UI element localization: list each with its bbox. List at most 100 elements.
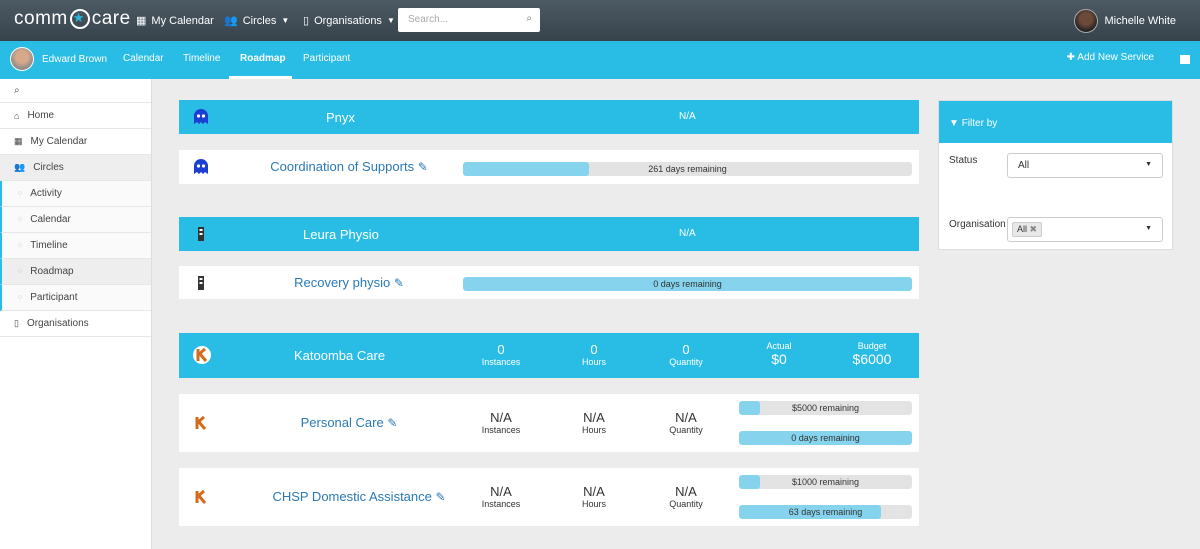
stat-label: Actual: [766, 341, 792, 351]
stat-value: N/A: [583, 484, 605, 499]
service-row-chsp-domestic: CHSP Domestic Assistance ✎ N/A Instances…: [179, 468, 919, 526]
top-navbar: comm care ▦ My Calendar 👥 Circles ▼ ▯ Or…: [0, 0, 1200, 41]
service-name-link[interactable]: Personal Care ✎: [239, 415, 459, 430]
service-name-link[interactable]: CHSP Domestic Assistance ✎: [239, 489, 479, 504]
sidebar-item-roadmap[interactable]: ○ Roadmap: [0, 259, 151, 285]
participant-name: Edward Brown: [42, 53, 108, 65]
status-value: All: [1018, 160, 1030, 171]
edit-icon[interactable]: ✎: [417, 160, 428, 174]
progress-fill: [739, 505, 881, 519]
tab-calendar[interactable]: Calendar: [123, 53, 164, 64]
stat-label: Instances: [481, 357, 521, 367]
sidebar-search[interactable]: ⌕: [0, 79, 151, 103]
remove-tag-icon[interactable]: ✖: [1029, 224, 1038, 234]
header-stat-hours: 0 Hours: [559, 342, 629, 367]
stat-value: N/A: [490, 484, 512, 499]
sidebar-item-label: Timeline: [30, 240, 68, 251]
status-label: Status: [949, 155, 978, 166]
user-menu[interactable]: Michelle White: [1074, 9, 1176, 33]
filter-panel: ▼ Filter by Status All ▼ Organisation Al…: [938, 100, 1173, 250]
katoomba-care-logo-icon: [195, 489, 207, 504]
bullet-icon: ○: [18, 242, 23, 249]
stat-value: 0: [497, 342, 505, 357]
status-select[interactable]: All ▼: [1007, 153, 1163, 178]
sidebar-item-my-calendar[interactable]: ▦ My Calendar: [0, 129, 151, 155]
edit-icon[interactable]: ✎: [393, 276, 404, 290]
stat-hours: N/A Hours: [559, 410, 629, 435]
filter-title: Filter by: [961, 118, 998, 129]
stat-value: 0: [590, 342, 598, 357]
add-new-service-button[interactable]: ✚ Add New Service: [1067, 52, 1154, 63]
commcare-logo[interactable]: comm care: [14, 8, 131, 30]
progress-label: 63 days remaining: [788, 507, 863, 517]
sidebar-item-label: Participant: [30, 292, 78, 303]
sidebar-item-activity[interactable]: ○ Activity: [0, 181, 151, 207]
sidebar-item-circles[interactable]: 👥 Circles: [0, 155, 151, 181]
progress-label: $5000 remaining: [791, 403, 860, 413]
header-stat-quantity: 0 Quantity: [651, 342, 721, 367]
leura-physio-logo-icon: [198, 276, 204, 290]
service-row-coordination: Coordination of Supports ✎ 261 days rema…: [179, 150, 919, 184]
header-stat-instances: 0 Instances: [466, 342, 536, 367]
stat-label: Hours: [581, 425, 606, 435]
pnyx-logo-icon: [194, 109, 208, 124]
tab-participant[interactable]: Participant: [303, 53, 351, 64]
active-tab-underline: [229, 76, 292, 79]
logo-star-icon: [69, 9, 90, 29]
logo-text-right: care: [91, 8, 131, 29]
org-header-value: N/A: [679, 228, 696, 239]
days-progress-bar: 63 days remaining: [739, 505, 912, 519]
organisation-label: Organisation: [949, 219, 1006, 230]
participant-profile[interactable]: Edward Brown: [10, 47, 107, 71]
user-name: Michelle White: [1104, 15, 1176, 27]
organisation-select[interactable]: All ✖ ▼: [1007, 217, 1163, 242]
stat-label: Budget: [857, 341, 887, 351]
org-name: Pnyx: [326, 110, 355, 125]
tab-timeline[interactable]: Timeline: [183, 53, 221, 64]
header-stat-budget: Budget $6000: [837, 341, 907, 367]
stat-value: 0: [682, 342, 690, 357]
sidebar-item-participant[interactable]: ○ Participant: [0, 285, 151, 311]
building-icon: ▯: [14, 318, 19, 328]
days-progress-bar: 0 days remaining: [463, 277, 912, 291]
sidebar-item-label: Circles: [33, 162, 64, 173]
search-input[interactable]: Search... ⌕: [398, 8, 540, 32]
users-icon: 👥: [224, 15, 238, 27]
sidebar-item-timeline[interactable]: ○ Timeline: [0, 233, 151, 259]
stat-label: Hours: [581, 499, 606, 509]
sidebar: ⌕ ⌂ Home ▦ My Calendar 👥 Circles ○ Activ…: [0, 79, 152, 549]
building-icon: ▯: [303, 15, 310, 27]
pnyx-logo-icon: [194, 159, 208, 174]
service-name-link[interactable]: Coordination of Supports ✎: [239, 159, 459, 174]
progress-label: 0 days remaining: [653, 279, 722, 289]
search-placeholder: Search...: [408, 14, 449, 25]
service-name: Coordination of Supports: [270, 159, 415, 174]
org-header-value: N/A: [679, 111, 696, 122]
stat-value: N/A: [675, 484, 697, 499]
stat-quantity: N/A Quantity: [651, 410, 721, 435]
progress-fill: [463, 277, 912, 291]
collapse-icon[interactable]: [1180, 55, 1190, 64]
edit-icon[interactable]: ✎: [435, 490, 446, 504]
days-progress-bar: 261 days remaining: [463, 162, 912, 176]
nav-organisations[interactable]: ▯ Organisations ▼: [303, 14, 395, 28]
stat-label: Quantity: [669, 425, 703, 435]
search-icon: ⌕: [14, 85, 20, 96]
calendar-icon: ▦: [14, 136, 23, 146]
edit-icon[interactable]: ✎: [387, 416, 398, 430]
sidebar-item-label: Home: [27, 110, 55, 121]
stat-label: Quantity: [669, 357, 703, 367]
service-name: CHSP Domestic Assistance: [272, 489, 432, 504]
sidebar-item-home[interactable]: ⌂ Home: [0, 103, 151, 129]
bullet-icon: ○: [18, 216, 23, 223]
service-name-link[interactable]: Recovery physio ✎: [239, 275, 459, 290]
nav-circles[interactable]: 👥 Circles ▼: [224, 14, 289, 28]
participant-avatar: [10, 47, 34, 71]
sidebar-item-organisations[interactable]: ▯ Organisations: [0, 311, 151, 337]
sidebar-item-calendar[interactable]: ○ Calendar: [0, 207, 151, 233]
org-header-leura-physio: Leura Physio N/A: [179, 217, 919, 251]
tab-roadmap[interactable]: Roadmap: [240, 53, 286, 64]
nav-my-calendar[interactable]: ▦ My Calendar: [136, 14, 214, 28]
search-icon[interactable]: ⌕: [526, 13, 532, 24]
stat-label: Instances: [481, 499, 521, 509]
